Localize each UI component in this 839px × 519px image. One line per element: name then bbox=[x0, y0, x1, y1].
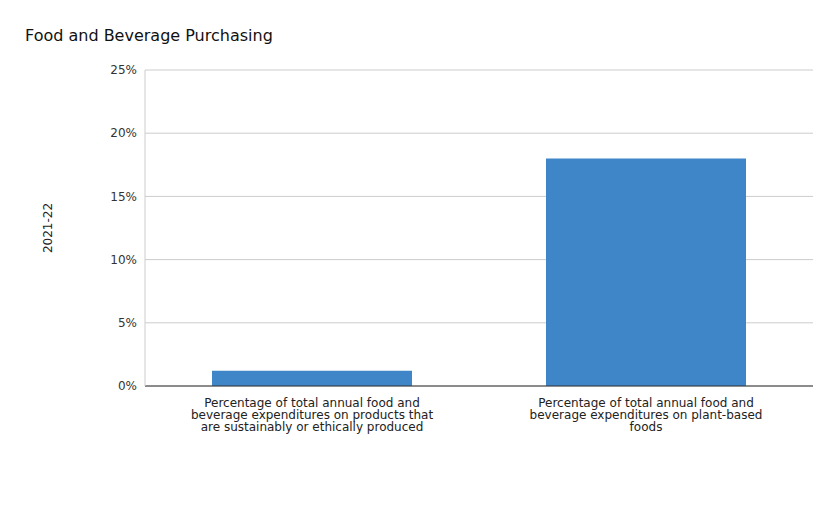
svg-text:0%: 0% bbox=[118, 379, 137, 393]
html-text:Food and Beverage Purchasing: Food and Beverage Purchasing bbox=[25, 26, 273, 45]
svg-text:Percentage of total annual foo: Percentage of total annual food andbever… bbox=[530, 396, 763, 434]
svg-text:15%: 15% bbox=[110, 190, 137, 204]
svg-text:2021-22: 2021-22 bbox=[41, 203, 55, 253]
svg-text:10%: 10% bbox=[110, 253, 137, 267]
svg-text:5%: 5% bbox=[118, 316, 137, 330]
svg-text:20%: 20% bbox=[110, 126, 137, 140]
svg-text:25%: 25% bbox=[110, 63, 137, 77]
svg-text:Percentage of total annual foo: Percentage of total annual food andbever… bbox=[191, 396, 433, 434]
